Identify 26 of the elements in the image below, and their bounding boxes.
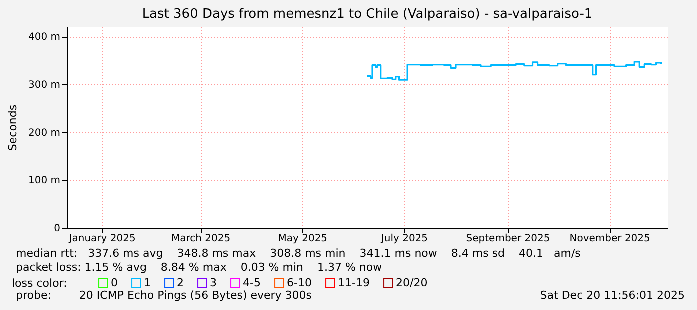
legend-label: 11-19 (338, 276, 370, 290)
x-tick-label: March 2025 (171, 234, 231, 244)
legend-label: 20/20 (396, 276, 428, 290)
y-tick-label: 200 m (28, 128, 60, 139)
x-tick-label: May 2025 (278, 234, 328, 244)
x-tick-label: July 2025 (380, 234, 428, 244)
x-tick-label: September 2025 (466, 234, 550, 244)
y-axis-title: Seconds (6, 104, 20, 152)
text: median rtt: 337.6 ms avg 348.8 ms max 308.8 ms min 341.1 ms now 8.4 ms sd 40.1 am/s (16, 247, 581, 260)
chart-title: Last 360 Days from memesnz1 to Chile (Valparaiso) - sa-valparaiso-1 (142, 7, 593, 22)
text: Sat Dec 20 11:56:01 2025 (540, 289, 685, 302)
text: probe: 20 ICMP Echo Pings (56 Bytes) every 300s (16, 289, 312, 302)
legend-label: 4-5 (243, 276, 261, 290)
x-tick-label: November 2025 (570, 234, 650, 244)
y-tick-label: 100 m (28, 176, 60, 187)
y-tick-label: 400 m (28, 32, 60, 44)
x-tick-label: January 2025 (68, 234, 136, 244)
y-tick-label: 300 m (28, 80, 60, 91)
y-tick-label: 0 (54, 224, 60, 234)
legend-label: 2 (177, 276, 184, 290)
legend-title: loss color: (12, 277, 68, 290)
legend-label: 6-10 (287, 276, 312, 290)
legend-label: 1 (144, 276, 151, 290)
legend-label: 0 (111, 276, 118, 290)
legend-label: 3 (210, 276, 217, 290)
text: packet loss: 1.15 % avg 8.84 % max 0.03 % min 1.37 % now (16, 261, 382, 274)
